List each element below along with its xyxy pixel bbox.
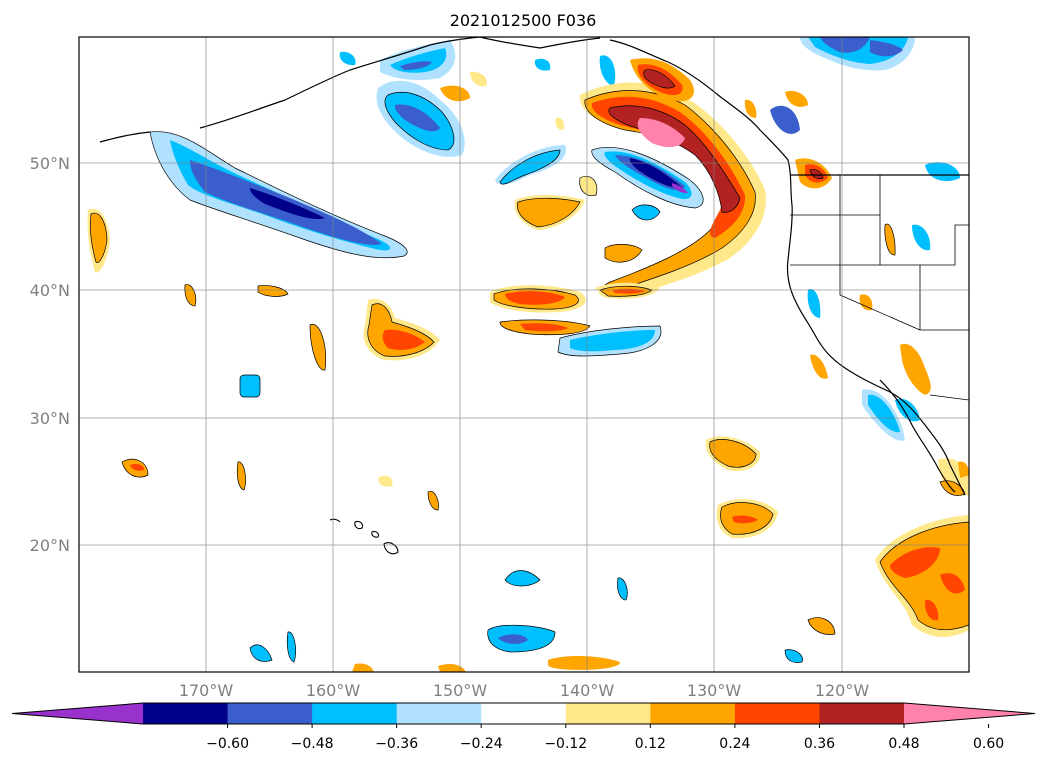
- hawaii-islands: [329, 518, 399, 555]
- lon-label-160w: 160°W: [306, 681, 361, 700]
- colorbar-labels: −0.60 −0.48 −0.36 −0.24 −0.12 0.12 0.24 …: [206, 736, 1004, 752]
- anomaly-field: [87, 37, 969, 672]
- colorbar-box: [650, 703, 736, 724]
- colorbar-label-p012: 0.12: [635, 736, 666, 752]
- positive-anomaly-128w: [716, 499, 778, 539]
- colorbar-box: [481, 703, 567, 724]
- positive-anomaly-west-edge: [87, 208, 110, 273]
- colorbar-label-p060: 0.60: [973, 736, 1004, 752]
- positive-anomaly-pnw-arc: [579, 58, 766, 299]
- colorbar-box: [734, 703, 820, 724]
- lat-labels: 50°N 40°N 30°N 20°N: [30, 154, 70, 555]
- us-west-coastline: [786, 204, 966, 496]
- colorbar-box: [565, 703, 651, 724]
- lon-label-140w: 140°W: [560, 681, 615, 700]
- negative-anomaly-gulf-alaska: [376, 80, 465, 157]
- lon-label-130w: 130°W: [687, 681, 742, 700]
- negative-anomaly-aleutian: [380, 40, 456, 80]
- map-frame: [78, 36, 970, 673]
- state-boundaries: [790, 175, 969, 401]
- colorbar-label-p048: 0.48: [888, 736, 919, 752]
- negative-anomaly-145w: [495, 145, 566, 185]
- positive-anomaly-130w: [705, 436, 761, 472]
- colorbar-boxes: [11, 702, 1036, 725]
- lat-label-50n: 50°N: [30, 154, 70, 173]
- colorbar-label-m036: −0.36: [375, 736, 418, 752]
- colorbar-box: [227, 703, 313, 724]
- map-title: 2021012500 F036: [450, 11, 597, 30]
- negative-anomaly-small: [239, 51, 960, 663]
- positive-anomaly-153w: [363, 298, 440, 361]
- colorbar-label-m012: −0.12: [544, 736, 587, 752]
- lon-label-150w: 150°W: [433, 681, 488, 700]
- colorbar-label-m048: −0.48: [291, 736, 334, 752]
- positive-anomaly-small: [121, 71, 969, 672]
- colorbar-extend-low: [12, 703, 143, 724]
- map-panel: [78, 36, 970, 673]
- colorbar-label-p036: 0.36: [804, 736, 835, 752]
- negative-anomaly-mid: [557, 325, 662, 357]
- coastlines: [99, 37, 969, 555]
- colorbar-box: [819, 703, 905, 724]
- colorbar-label-m060: −0.60: [206, 736, 249, 752]
- colorbar-box: [143, 703, 229, 724]
- gridlines: [79, 37, 969, 672]
- lon-labels: 170°W 160°W 150°W 140°W 130°W 120°W: [179, 681, 870, 700]
- lat-label-20n: 20°N: [30, 536, 70, 555]
- lon-label-120w: 120°W: [815, 681, 870, 700]
- colorbar-box: [396, 703, 482, 724]
- colorbar-box: [312, 703, 398, 724]
- colorbar-outline: [11, 702, 1036, 725]
- colorbar-label-m024: −0.24: [460, 736, 503, 752]
- positive-anomaly-40n: [490, 282, 660, 336]
- colorbar-extend-high: [904, 703, 1035, 724]
- colorbar-label-p024: 0.24: [719, 736, 750, 752]
- colorbar: −0.60 −0.48 −0.36 −0.24 −0.12 0.12 0.24 …: [11, 702, 1036, 752]
- alaska-coastline: [479, 37, 793, 206]
- positive-anomaly-143w: [514, 195, 585, 230]
- lat-label-40n: 40°N: [30, 281, 70, 300]
- negative-anomaly-top-right: [800, 37, 915, 71]
- positive-anomaly-se: [875, 515, 969, 637]
- colorbar-ticks: [227, 724, 990, 728]
- lon-label-170w: 170°W: [179, 681, 234, 700]
- lat-label-30n: 30°N: [30, 409, 70, 428]
- baja-coastline: [879, 379, 956, 493]
- aleutian-coastline: [99, 37, 481, 143]
